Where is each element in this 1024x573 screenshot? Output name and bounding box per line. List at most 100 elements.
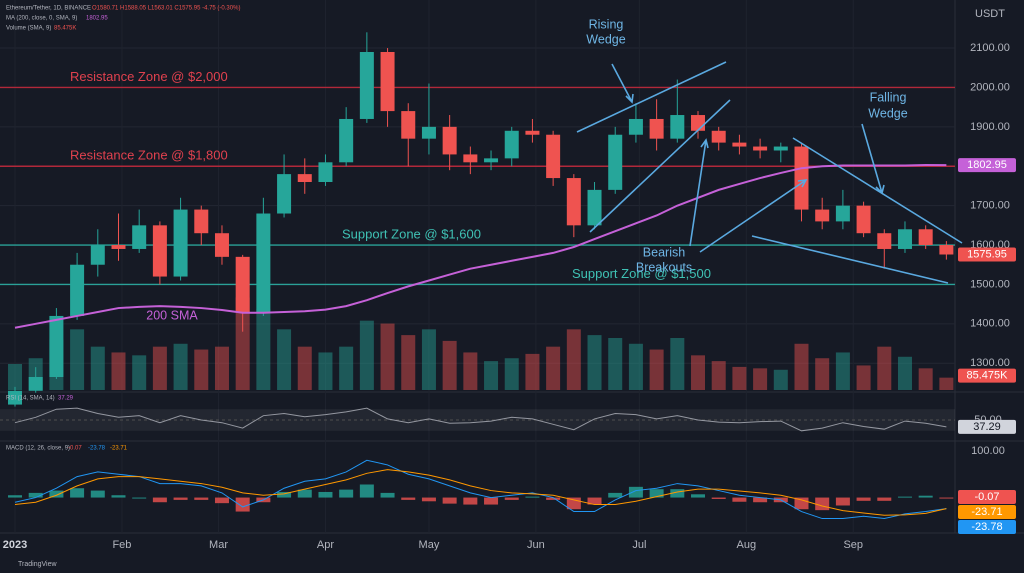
histogram-bar: [421, 497, 436, 502]
zone-label: Resistance Zone @ $2,000: [70, 69, 228, 84]
sma-line: [14, 164, 947, 329]
volume-bar: [339, 346, 354, 390]
volume-bar: [504, 358, 519, 390]
rsi-line: [14, 407, 947, 432]
volume-bar: [70, 329, 85, 390]
y-tick-label: 1500.00: [970, 278, 1010, 290]
candle-body: [649, 118, 664, 139]
y-tick-label: 2000.00: [970, 81, 1010, 93]
drawings: [576, 61, 963, 284]
candle-body: [8, 390, 23, 405]
volume-bar: [214, 346, 229, 390]
volume-label-box: [958, 368, 1016, 383]
volume-bar: [359, 320, 374, 390]
candle-body: [504, 130, 519, 159]
signal-label-box: [958, 505, 1016, 519]
volume-bar: [670, 338, 685, 390]
histogram-label: -0.07: [974, 491, 999, 503]
x-tick-label: Mar: [209, 539, 228, 551]
histogram-bar: [401, 497, 416, 500]
candle-body: [918, 229, 933, 246]
candle-body: [628, 118, 643, 135]
rsi-label-box: [958, 419, 1016, 434]
volume-bar: [111, 352, 126, 390]
macd-legend: MACD (12, 26, close, 9): [6, 446, 70, 452]
candle-body: [815, 209, 830, 222]
volume-bar: [90, 346, 105, 390]
volume-bar: [546, 346, 561, 390]
x-tick-label: Sep: [843, 539, 863, 551]
annotation: Wedge: [586, 32, 625, 46]
volume-bar: [753, 368, 768, 390]
candle-body: [318, 162, 333, 182]
histogram-bar: [566, 497, 581, 510]
histogram-bar: [277, 491, 292, 498]
candle-body: [401, 111, 416, 139]
histogram-bar: [173, 497, 188, 500]
histogram-bar: [691, 494, 706, 498]
volume-bar: [691, 355, 706, 390]
candle-body: [566, 178, 581, 226]
candle-body: [49, 315, 64, 377]
histogram-bar: [649, 489, 664, 498]
y-tick-label: 1400.00: [970, 318, 1010, 330]
zone-label: Support Zone @ $1,600: [342, 226, 481, 241]
macd-line: [14, 459, 947, 520]
volume-bar: [587, 335, 602, 390]
arrow: [699, 179, 808, 253]
histogram-bar: [670, 489, 685, 498]
volume-bar: [152, 346, 167, 390]
volume-bar: [380, 323, 395, 390]
histogram-bar: [8, 495, 23, 498]
candle-body: [277, 174, 292, 214]
volume-bar: [132, 355, 147, 390]
volume-bar: [421, 329, 436, 390]
candle-body: [587, 189, 602, 226]
candle-body: [856, 205, 871, 234]
annotation: Wedge: [868, 106, 907, 120]
volume-bar: [628, 343, 643, 390]
histogram-bar: [380, 492, 395, 498]
volume-bar: [732, 366, 747, 390]
annotation: Bearish: [643, 245, 685, 259]
volume-bar: [897, 356, 912, 390]
histogram-label-box: [958, 490, 1016, 504]
y-tick-label: 1900.00: [970, 121, 1010, 133]
arrow: [689, 138, 709, 247]
volume-bar: [277, 329, 292, 390]
signal-label: -23.71: [971, 506, 1002, 518]
rsi-legend: RSI (14, SMA, 14): [6, 396, 55, 402]
y-tick-label: 1300.00: [970, 357, 1010, 369]
wedge-line: [576, 61, 727, 133]
volume-bar: [794, 343, 809, 390]
histogram-bar: [442, 497, 457, 504]
histogram-bar: [587, 497, 602, 505]
volume-bar: [194, 349, 209, 390]
annotation: Falling: [870, 90, 907, 104]
candle-body: [608, 134, 623, 190]
macd-legend-value: -0.07: [68, 446, 82, 452]
histogram-bar: [918, 495, 933, 498]
histogram-bar: [339, 489, 354, 498]
candle-body: [256, 213, 271, 312]
wedge-line: [751, 235, 949, 284]
histogram-bar: [484, 497, 499, 505]
candle-body: [380, 52, 395, 112]
candle-body: [152, 225, 167, 277]
candle-body: [877, 233, 892, 249]
candle-body: [463, 154, 478, 163]
candle-body: [297, 174, 312, 182]
candle-body: [939, 245, 954, 255]
arrow: [861, 123, 885, 195]
histogram-bar: [297, 489, 312, 498]
volume-bar: [649, 349, 664, 390]
candle-body: [70, 264, 85, 316]
volume-bar: [939, 377, 954, 390]
histogram-bar: [463, 497, 478, 505]
histogram-bar: [28, 492, 43, 498]
histogram-bar: [214, 497, 229, 504]
volume-label: 85.475K: [967, 370, 1009, 382]
candle-body: [28, 377, 43, 391]
rsi-label: 37.29: [973, 421, 1001, 433]
